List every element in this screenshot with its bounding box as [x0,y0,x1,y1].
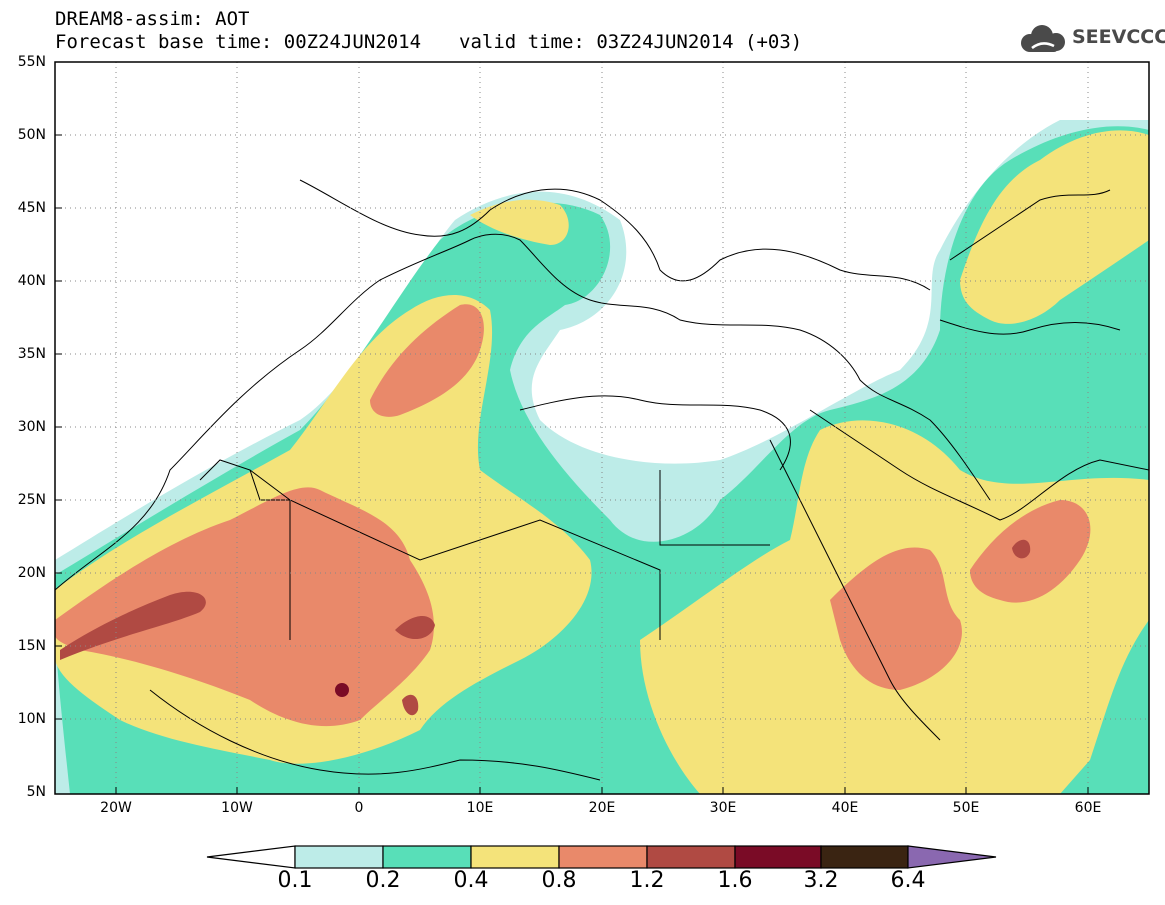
lon-tick-label: 20E [588,800,616,816]
lat-tick-label: 25N [17,492,46,508]
forecast-times: Forecast base time: 00Z24JUN2014 valid ti… [55,31,802,53]
colorbar-bin-1 [294,845,384,869]
aot-contour-1.6 [335,683,349,697]
lon-tick-label: 20W [100,800,132,816]
map-title: DREAM8-assim: AOT [55,8,250,30]
colorbar-label: 0.8 [541,868,577,893]
lon-tick-label: 50E [952,800,980,816]
colorbar-label: 1.6 [717,868,753,893]
lat-tick-label: 55N [17,54,46,70]
colorbar-bin-2 [382,845,472,869]
colorbar-bin-5 [646,845,736,869]
colorbar-label: 0.1 [277,868,313,893]
logo-text: SEEVCCC [1072,26,1165,48]
colorbar-bin-3 [470,845,560,869]
lat-tick-label: 15N [17,638,46,654]
lat-tick-label: 45N [17,200,46,216]
coastlines [55,179,1149,781]
lon-tick-label: 60E [1074,800,1102,816]
colorbar-bin-6 [734,845,822,869]
colorbar-label: 3.2 [803,868,839,893]
axis-ticks [55,134,1089,794]
graticule [55,62,1149,794]
lat-tick-label: 5N [26,784,46,800]
lat-tick-label: 20N [17,565,46,581]
seevccc-logo [1021,25,1065,52]
lon-tick-label: 10W [221,800,253,816]
lat-tick-label: 30N [17,419,46,435]
aot-contour-0.8 [55,304,1091,727]
colorbar-label: 6.4 [890,868,926,893]
colorbar-bin-4 [558,845,648,869]
colorbar-label: 1.2 [629,868,665,893]
colorbar [206,845,997,869]
base-time: Forecast base time: 00Z24JUN2014 [55,31,422,53]
lat-tick-label: 40N [17,273,46,289]
lat-tick-label: 35N [17,346,46,362]
colorbar-label: 0.2 [365,868,401,893]
colorbar-label: 0.4 [453,868,489,893]
lon-tick-label: 30E [709,800,737,816]
colorbar-high-arrow [907,845,997,869]
lon-tick-label: 10E [466,800,494,816]
lat-tick-label: 50N [17,127,46,143]
lon-tick-label: 40E [831,800,859,816]
lon-tick-label: 0 [354,800,364,816]
colorbar-bin-7 [820,845,909,869]
colorbar-low-arrow [206,845,296,869]
valid-time: valid time: 03Z24JUN2014 (+03) [459,31,803,53]
lat-tick-label: 10N [17,711,46,727]
